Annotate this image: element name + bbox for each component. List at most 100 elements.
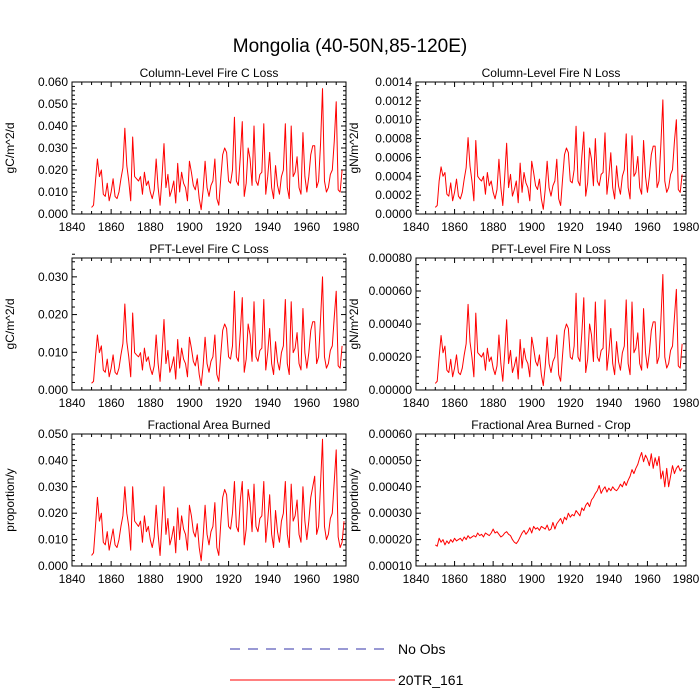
panel-pft-c-loss: PFT-Level Fire C Loss gC/m^2/d 1840 1860 188… xyxy=(3,242,360,410)
x-tick-label: 1840 xyxy=(403,220,430,234)
series-line-20tr-161 xyxy=(435,451,683,547)
y-tick-label: 0.020 xyxy=(38,506,68,520)
y-tick-label: 0.030 xyxy=(38,270,68,284)
x-tick-label: 1960 xyxy=(294,220,321,234)
x-tick-label: 1920 xyxy=(215,220,242,234)
x-tick-label: 1980 xyxy=(333,220,360,234)
x-tick-label: 1980 xyxy=(673,396,700,410)
x-tick-label: 1940 xyxy=(254,396,281,410)
x-tick-label: 1900 xyxy=(176,396,203,410)
x-tick-label: 1920 xyxy=(557,220,584,234)
panel-title: Column-Level Fire C Loss xyxy=(140,66,279,80)
x-tick-label: 1880 xyxy=(480,220,507,234)
x-tick-label: 1980 xyxy=(673,572,700,586)
series-line-20tr-161 xyxy=(434,274,683,387)
series-line-20tr-161 xyxy=(434,99,683,210)
x-tick-label: 1980 xyxy=(333,572,360,586)
legend: No Obs 20TR_161 xyxy=(230,641,464,688)
x-tick-label: 1900 xyxy=(518,396,545,410)
y-tick-label: 0.000 xyxy=(38,383,68,397)
figure-title: Mongolia (40-50N,85-120E) xyxy=(233,36,467,57)
legend-label-no-obs: No Obs xyxy=(398,641,445,657)
panel-title: Column-Level Fire N Loss xyxy=(482,66,621,80)
plot-frame xyxy=(415,433,687,567)
y-tick-label: 0.050 xyxy=(38,427,68,441)
x-tick-label: 1900 xyxy=(176,220,203,234)
y-tick-label: 0.010 xyxy=(38,345,68,359)
y-tick-label: 0.00040 xyxy=(369,480,413,494)
x-tick-label: 1920 xyxy=(557,396,584,410)
y-tick-label: 0.0014 xyxy=(375,75,412,89)
x-tick-label: 1900 xyxy=(176,572,203,586)
y-tick-label: 0.0004 xyxy=(375,169,412,183)
x-tick-label: 1840 xyxy=(59,396,86,410)
y-tick-label: 0.020 xyxy=(38,163,68,177)
panel-title: PFT-Level Fire C Loss xyxy=(149,242,268,256)
y-tick-label: 0.0000 xyxy=(375,207,412,221)
y-tick-label: 0.00020 xyxy=(369,533,413,547)
x-tick-label: 1860 xyxy=(441,396,468,410)
y-tick-label: 0.0010 xyxy=(375,113,412,127)
y-tick-label: 0.0008 xyxy=(375,132,412,146)
y-axis-label: gC/m^2/d xyxy=(3,123,17,174)
y-tick-label: 0.0012 xyxy=(375,94,412,108)
y-tick-label: 0.000 xyxy=(38,559,68,573)
x-tick-label: 1840 xyxy=(59,220,86,234)
y-tick-label: 0.030 xyxy=(38,141,68,155)
x-tick-label: 1860 xyxy=(441,220,468,234)
y-tick-label: 0.0002 xyxy=(375,188,412,202)
series-line-20tr-161 xyxy=(91,276,343,386)
x-tick-label: 1960 xyxy=(634,396,661,410)
y-axis-label: gN/m^2/d xyxy=(347,299,361,350)
x-tick-label: 1940 xyxy=(596,396,623,410)
x-tick-label: 1880 xyxy=(480,396,507,410)
y-tick-label: 0.00060 xyxy=(369,427,413,441)
x-tick-label: 1960 xyxy=(294,572,321,586)
x-tick-label: 1940 xyxy=(596,220,623,234)
x-tick-label: 1860 xyxy=(441,572,468,586)
x-tick-label: 1860 xyxy=(98,572,125,586)
y-axis-label: gN/m^2/d xyxy=(347,123,361,174)
panel-column-n-loss: Column-Level Fire N Loss gN/m^2/d 1840 1860… xyxy=(347,66,700,234)
y-tick-label: 0.010 xyxy=(38,533,68,547)
x-tick-label: 1920 xyxy=(557,572,584,586)
x-tick-label: 1860 xyxy=(98,396,125,410)
y-tick-label: 0.00030 xyxy=(369,506,413,520)
panel-title: Fractional Area Burned - Crop xyxy=(471,418,631,432)
legend-label-20tr-161: 20TR_161 xyxy=(398,672,464,688)
x-tick-label: 1940 xyxy=(596,572,623,586)
y-tick-label: 0.030 xyxy=(38,480,68,494)
series-line-20tr-161 xyxy=(91,88,343,211)
x-tick-label: 1960 xyxy=(634,220,661,234)
y-tick-label: 0.000 xyxy=(38,207,68,221)
x-tick-label: 1840 xyxy=(403,572,430,586)
y-tick-label: 0.0006 xyxy=(375,150,412,164)
y-tick-label: 0.00050 xyxy=(369,453,413,467)
plot-frame xyxy=(71,433,347,567)
y-tick-label: 0.00010 xyxy=(369,559,413,573)
x-tick-label: 1940 xyxy=(254,572,281,586)
x-tick-label: 1900 xyxy=(518,220,545,234)
x-tick-label: 1880 xyxy=(137,220,164,234)
y-axis-label: proportion/y xyxy=(347,468,361,531)
x-tick-label: 1880 xyxy=(137,572,164,586)
panel-pft-n-loss: PFT-Level Fire N Loss gN/m^2/d 1840 1860 188… xyxy=(347,242,700,410)
y-tick-label: 0.040 xyxy=(38,119,68,133)
y-tick-label: 0.010 xyxy=(38,185,68,199)
y-tick-label: 0.00060 xyxy=(369,284,413,298)
y-tick-label: 0.00080 xyxy=(369,251,413,265)
x-tick-label: 1960 xyxy=(294,396,321,410)
panel-column-c-loss: Column-Level Fire C Loss gC/m^2/d 1840 1860… xyxy=(3,66,360,234)
y-axis-label: gC/m^2/d xyxy=(3,299,17,350)
y-axis-label: proportion/y xyxy=(3,468,17,531)
x-tick-label: 1920 xyxy=(215,572,242,586)
y-tick-label: 0.00040 xyxy=(369,317,413,331)
x-tick-label: 1980 xyxy=(673,220,700,234)
x-tick-label: 1900 xyxy=(518,572,545,586)
x-tick-label: 1840 xyxy=(403,396,430,410)
x-tick-label: 1840 xyxy=(59,572,86,586)
panel-fractional-area-burned: Fractional Area Burned proportion/y 1840 18… xyxy=(3,418,360,586)
x-tick-label: 1880 xyxy=(137,396,164,410)
y-tick-label: 0.050 xyxy=(38,97,68,111)
